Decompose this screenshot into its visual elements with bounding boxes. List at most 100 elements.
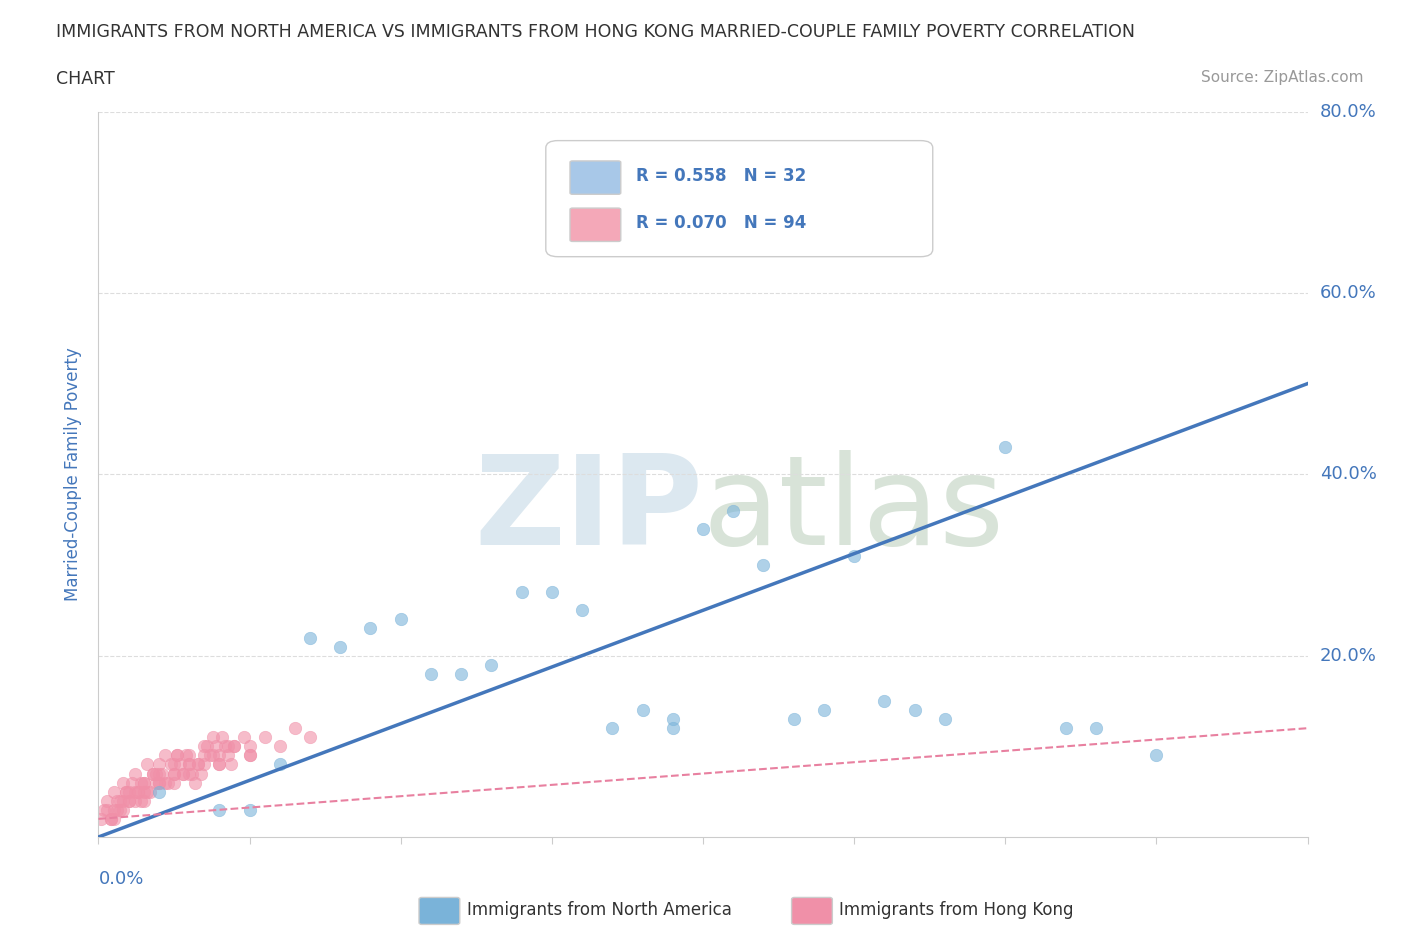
Point [105,803,128,817]
Point [163,766,186,781]
Point [389,612,412,627]
Point [193,757,215,772]
Point [232,730,254,745]
Point [103,811,125,827]
Point [142,766,165,781]
Point [121,776,143,790]
Point [723,503,745,518]
Text: R = 0.070   N = 94: R = 0.070 N = 94 [637,214,807,232]
Point [1054,721,1077,736]
Point [202,730,225,745]
Point [135,784,157,799]
Text: 20.0%: 20.0% [1320,646,1376,665]
Text: 80.0%: 80.0% [1320,102,1376,121]
Point [179,766,201,781]
Point [105,793,128,808]
Point [114,784,136,799]
Point [166,748,188,763]
Point [224,738,246,753]
Point [873,694,896,709]
Point [481,658,503,672]
Text: Immigrants from North America: Immigrants from North America [467,900,731,919]
Point [142,766,165,781]
Point [214,738,236,753]
Point [299,631,322,645]
Point [132,776,155,790]
Point [135,757,157,772]
Point [111,776,134,790]
Text: Source: ZipAtlas.com: Source: ZipAtlas.com [1201,70,1364,85]
Point [221,757,243,772]
Point [145,776,167,790]
Point [329,639,352,654]
Point [148,766,170,781]
Point [124,793,146,808]
Point [1085,721,1108,736]
Point [190,766,212,781]
Point [813,703,835,718]
Text: IMMIGRANTS FROM NORTH AMERICA VS IMMIGRANTS FROM HONG KONG MARRIED-COUPLE FAMILY: IMMIGRANTS FROM NORTH AMERICA VS IMMIGRA… [56,23,1135,41]
Point [163,776,186,790]
Point [108,803,131,817]
Point [510,585,533,600]
Point [420,667,443,682]
Point [211,730,233,745]
Point [148,757,170,772]
Point [96,803,118,817]
Point [187,757,209,772]
Point [193,738,215,753]
Point [100,811,122,827]
Point [994,440,1017,455]
Point [1144,748,1167,763]
Point [202,748,225,763]
Point [904,703,927,718]
Point [195,738,218,753]
Point [184,776,207,790]
Point [139,784,162,799]
Text: 60.0%: 60.0% [1320,284,1376,302]
Point [118,793,141,808]
Point [148,776,170,790]
Y-axis label: Married-Couple Family Poverty: Married-Couple Family Poverty [65,348,83,601]
Point [187,757,209,772]
Point [602,721,624,736]
Point [150,766,173,781]
Point [132,776,155,790]
Point [132,784,155,799]
Point [224,738,246,753]
Text: 40.0%: 40.0% [1320,465,1376,484]
Point [571,603,593,618]
Point [93,803,115,817]
Point [661,721,683,736]
Point [217,738,239,753]
Point [450,667,472,682]
Point [540,585,562,600]
Point [153,776,176,790]
Point [90,811,112,827]
Point [160,757,183,772]
Text: R = 0.558   N = 32: R = 0.558 N = 32 [637,167,807,185]
Point [148,784,170,799]
Point [124,766,146,781]
Point [145,766,167,781]
Point [179,757,201,772]
Point [111,803,134,817]
Point [205,738,228,753]
Text: 0.0%: 0.0% [98,870,143,887]
Point [661,711,683,726]
Point [100,811,122,827]
Point [360,621,382,636]
Point [103,784,125,799]
Point [124,784,146,799]
Point [148,776,170,790]
Point [844,549,866,564]
Point [299,730,322,745]
Point [174,748,197,763]
FancyBboxPatch shape [569,208,621,242]
Point [118,793,141,808]
FancyBboxPatch shape [546,140,932,257]
Text: ZIP: ZIP [474,450,703,571]
Point [208,757,231,772]
Point [153,748,176,763]
Point [169,757,191,772]
